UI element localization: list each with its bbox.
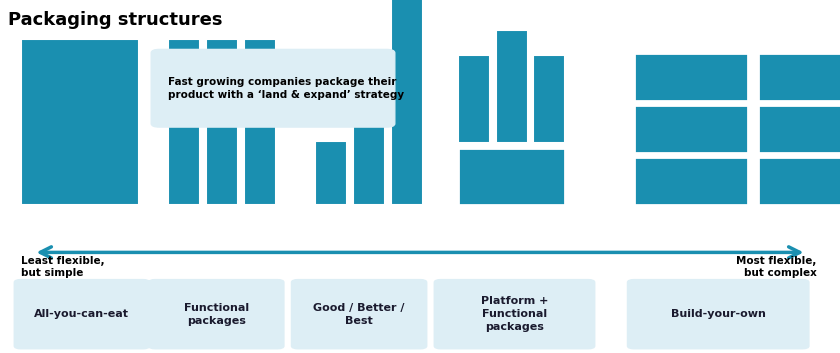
FancyBboxPatch shape [244, 39, 276, 205]
FancyBboxPatch shape [391, 0, 423, 205]
Text: Good / Better /
Best: Good / Better / Best [313, 303, 405, 326]
FancyBboxPatch shape [758, 157, 840, 205]
Text: Fast growing companies package their
product with a ‘land & expand’ strategy: Fast growing companies package their pro… [168, 77, 404, 100]
FancyBboxPatch shape [458, 148, 565, 205]
FancyBboxPatch shape [634, 157, 748, 205]
FancyBboxPatch shape [151, 49, 395, 127]
FancyBboxPatch shape [353, 85, 385, 205]
Text: Packaging structures: Packaging structures [8, 11, 223, 29]
Text: All-you-can-eat: All-you-can-eat [34, 309, 129, 319]
FancyBboxPatch shape [291, 280, 427, 349]
FancyBboxPatch shape [434, 280, 595, 349]
FancyBboxPatch shape [168, 39, 200, 205]
FancyBboxPatch shape [533, 55, 565, 143]
FancyBboxPatch shape [21, 39, 139, 205]
FancyBboxPatch shape [634, 53, 748, 101]
FancyBboxPatch shape [627, 280, 809, 349]
Text: Platform +
Functional
packages: Platform + Functional packages [480, 296, 549, 333]
FancyBboxPatch shape [758, 105, 840, 153]
FancyBboxPatch shape [149, 280, 284, 349]
FancyBboxPatch shape [496, 30, 528, 143]
FancyBboxPatch shape [458, 55, 490, 143]
FancyBboxPatch shape [14, 280, 150, 349]
FancyBboxPatch shape [206, 39, 238, 205]
FancyBboxPatch shape [634, 105, 748, 153]
Text: Build-your-own: Build-your-own [671, 309, 765, 319]
FancyBboxPatch shape [315, 141, 347, 205]
Text: Least flexible,
but simple: Least flexible, but simple [21, 256, 105, 277]
Text: Functional
packages: Functional packages [184, 303, 249, 326]
FancyBboxPatch shape [758, 53, 840, 101]
Text: Most flexible,
but complex: Most flexible, but complex [736, 256, 816, 277]
